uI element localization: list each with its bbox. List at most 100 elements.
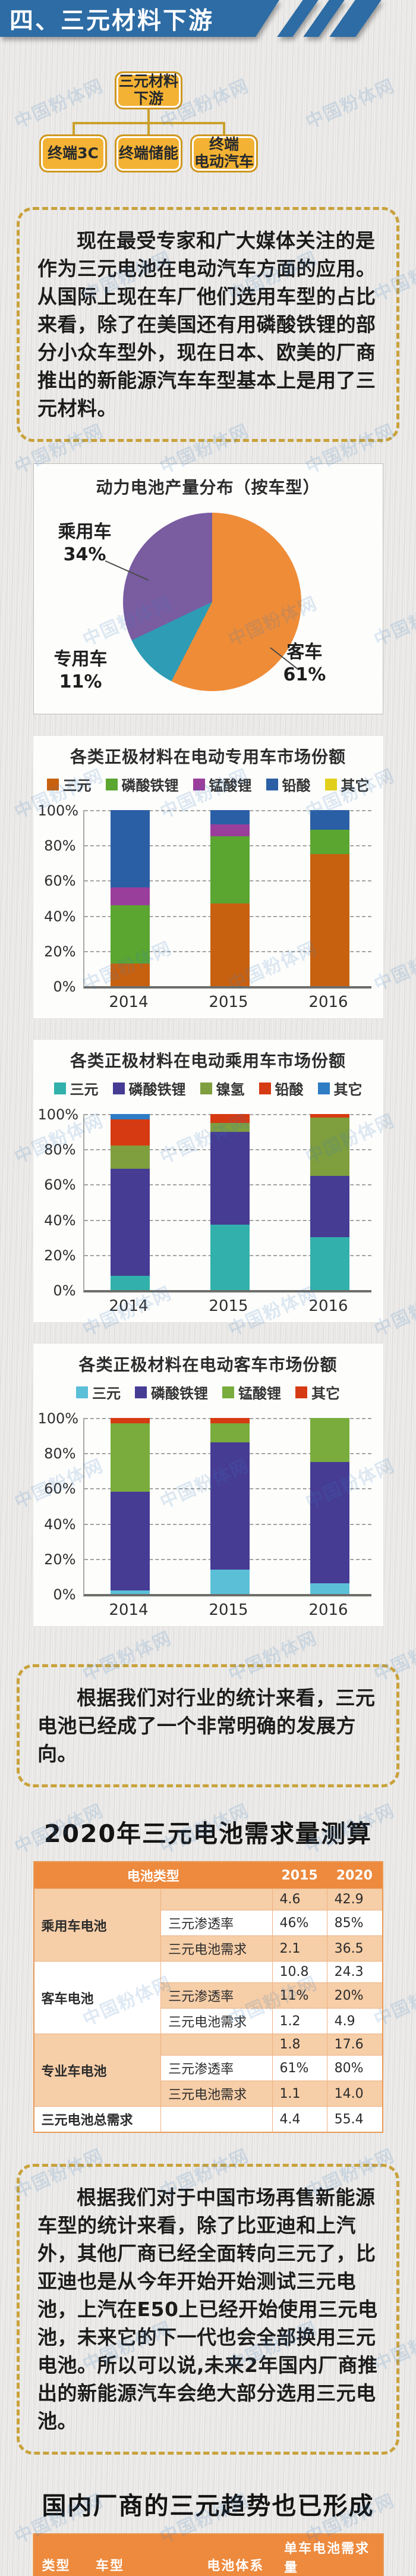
bar-segment-铅酸 — [310, 810, 349, 830]
stacked-bar-2015 — [210, 1114, 250, 1290]
table-cell: 17.6 — [326, 2034, 383, 2056]
x-axis-label: 2016 — [308, 1601, 348, 1619]
bar-segment-三元 — [210, 1225, 250, 1290]
x-axis-label: 2014 — [109, 1601, 149, 1619]
y-tick-label: 60% — [44, 873, 76, 890]
stacked-bar-2015 — [210, 810, 250, 986]
legend-item-其它: 其它 — [324, 774, 370, 795]
bar-segment-三元 — [110, 1590, 150, 1594]
legend-swatch-icon — [324, 778, 337, 790]
legend-label: 三元 — [62, 777, 92, 794]
legend-label: 铅酸 — [282, 777, 311, 794]
bar-segment-镍氢 — [310, 1117, 349, 1176]
table-category-cell: 乘用车电池 — [33, 1888, 162, 1962]
legend-swatch-icon — [266, 778, 278, 790]
table-row: 专业车电池 1.8 17.6 — [33, 2034, 383, 2107]
y-tick-label: 100% — [37, 802, 79, 819]
flowchart-connector — [147, 122, 150, 134]
table-row: 三元渗透率 46% 85% — [34, 1910, 383, 1936]
y-tick-label: 80% — [44, 837, 76, 855]
table-header-cell: 2020 — [327, 1862, 383, 1889]
table-cell: 11% — [272, 1982, 327, 2009]
x-axis-label: 2015 — [209, 1601, 248, 1619]
y-tick-label: 80% — [44, 1445, 76, 1463]
legend-item-镍氢: 镍氢 — [200, 1078, 245, 1099]
legend-item-其它: 其它 — [317, 1078, 363, 1099]
bar-segment-三元 — [210, 1569, 250, 1594]
bar-segment-三元 — [210, 903, 250, 986]
table-row: 乘用车电池 4.6 42.9 — [33, 1888, 383, 1962]
y-tick-label: 0% — [53, 1282, 76, 1299]
table-cell: 20% — [326, 1982, 383, 2009]
flowchart-connector — [147, 109, 150, 122]
legend-item-磷酸铁锂: 磷酸铁锂 — [105, 774, 179, 795]
callout-box-trend: 根据我们对行业的统计来看，三元电池已经成了一个非常明确的发展方向。 — [17, 1664, 399, 1787]
table-row: 客车电池 10.8 24.3 — [33, 1961, 383, 2034]
section-header-banner: 四、三元材料下游 — [0, 0, 416, 37]
bar-segment-铅酸 — [310, 1114, 349, 1118]
x-axis-labels: 2014 2015 2016 — [83, 1295, 371, 1316]
table-category-cell: 专业车电池 — [33, 2034, 162, 2107]
pie-chart-title: 动力电池产量分布（按车型） — [96, 478, 320, 497]
x-axis-label: 2014 — [109, 1297, 149, 1315]
flowchart-root-node: 三元材料 下游 — [115, 71, 182, 109]
table-cell: 36.5 — [326, 1935, 383, 1962]
stacked-bar-plot-bus: 100% 80% 60% 40% 20% 0% — [38, 1410, 371, 1603]
legend-label: 磷酸铁锂 — [151, 1385, 208, 1402]
y-tick-label: 80% — [44, 1141, 76, 1159]
bar-segment-磷酸铁锂 — [210, 1442, 250, 1570]
bar-segment-锰酸锂 — [210, 824, 250, 837]
stacked-bar-2014 — [110, 1418, 150, 1594]
table-cell: 三元电池需求 — [160, 1935, 273, 1962]
legend-swatch-icon — [317, 1082, 330, 1094]
legend-item-三元: 三元 — [46, 774, 92, 795]
table-cell: 三元渗透率 — [160, 2055, 273, 2081]
pie-chart-card: 动力电池产量分布（按车型） 客车 61% 专用车 11% 乘用车 34% — [33, 463, 383, 714]
y-tick-label: 20% — [44, 943, 76, 960]
bar-segment-三元 — [110, 1276, 150, 1290]
table-cell: 55.4 — [326, 2106, 383, 2133]
bar-chart-card-special-vehicle: 各类正极材料在电动专用车市场份额 三元 磷酸铁锂 锰酸锂 铅酸 其它 100% 80% 60… — [33, 736, 383, 1018]
pie-slice-label-2: 乘用车 34% — [58, 522, 112, 565]
y-tick-label: 40% — [44, 1212, 76, 1229]
bar-segment-三元 — [310, 854, 349, 986]
table-header-cell: 类型 — [33, 2534, 87, 2576]
table-cell — [160, 1888, 273, 1910]
y-tick-label: 0% — [53, 1586, 76, 1603]
bar-segment-铅酸 — [110, 1119, 150, 1146]
table-cell: 三元电池需求 — [160, 2008, 273, 2034]
stacked-bar-2015 — [210, 1418, 250, 1594]
legend-item-锰酸锂: 锰酸锂 — [222, 1382, 281, 1402]
bar-segment-三元 — [310, 1583, 349, 1594]
legend-label: 三元 — [70, 1081, 99, 1098]
table-cell: 4.9 — [326, 2008, 383, 2034]
table-cell: 42.9 — [326, 1888, 383, 1910]
gridline: 0% — [53, 978, 371, 995]
chart-legend: 三元 磷酸铁锂 镍氢 铅酸 其它 — [33, 1078, 383, 1099]
downstream-flowchart: 三元材料 下游 终端3C 终端储能 终端 电动汽车 — [0, 71, 416, 174]
table-category-cell: 客车电池 — [33, 1961, 162, 2034]
table-cell: 4.6 — [272, 1888, 327, 1910]
table-cell — [160, 1961, 273, 1983]
legend-label: 磷酸铁锂 — [121, 777, 179, 794]
legend-item-三元: 三元 — [76, 1382, 121, 1402]
callout-box-domestic: 根据我们对于中国市场再售新能源车型的统计来看，除了比亚迪和上汽外，其他厂商已经全… — [17, 2164, 399, 2455]
y-tick-label: 60% — [44, 1480, 76, 1498]
bar-segment-锰酸锂 — [110, 887, 150, 905]
table-cell: 1.1 — [272, 2081, 327, 2107]
legend-swatch-icon — [46, 778, 59, 790]
bar-segment-其它 — [210, 1418, 250, 1423]
x-axis-label: 2015 — [209, 1297, 248, 1315]
legend-swatch-icon — [259, 1082, 271, 1094]
bar-chart-title: 各类正极材料在电动客车市场份额 — [78, 1355, 338, 1375]
legend-swatch-icon — [53, 1082, 66, 1094]
table-cell: 85% — [326, 1910, 383, 1936]
bar-segment-磷酸铁锂 — [210, 1131, 250, 1225]
bar-segment-磷酸铁锂 — [310, 1462, 349, 1584]
legend-item-锰酸锂: 锰酸锂 — [193, 774, 252, 795]
y-tick-label: 20% — [44, 1551, 76, 1568]
x-axis-label: 2014 — [109, 993, 149, 1011]
legend-swatch-icon — [222, 1386, 234, 1398]
callout-box-international: 现在最受专家和广大媒体关注的是作为三元电池在电动汽车方面的应用。从国际上现在车厂… — [17, 207, 399, 442]
